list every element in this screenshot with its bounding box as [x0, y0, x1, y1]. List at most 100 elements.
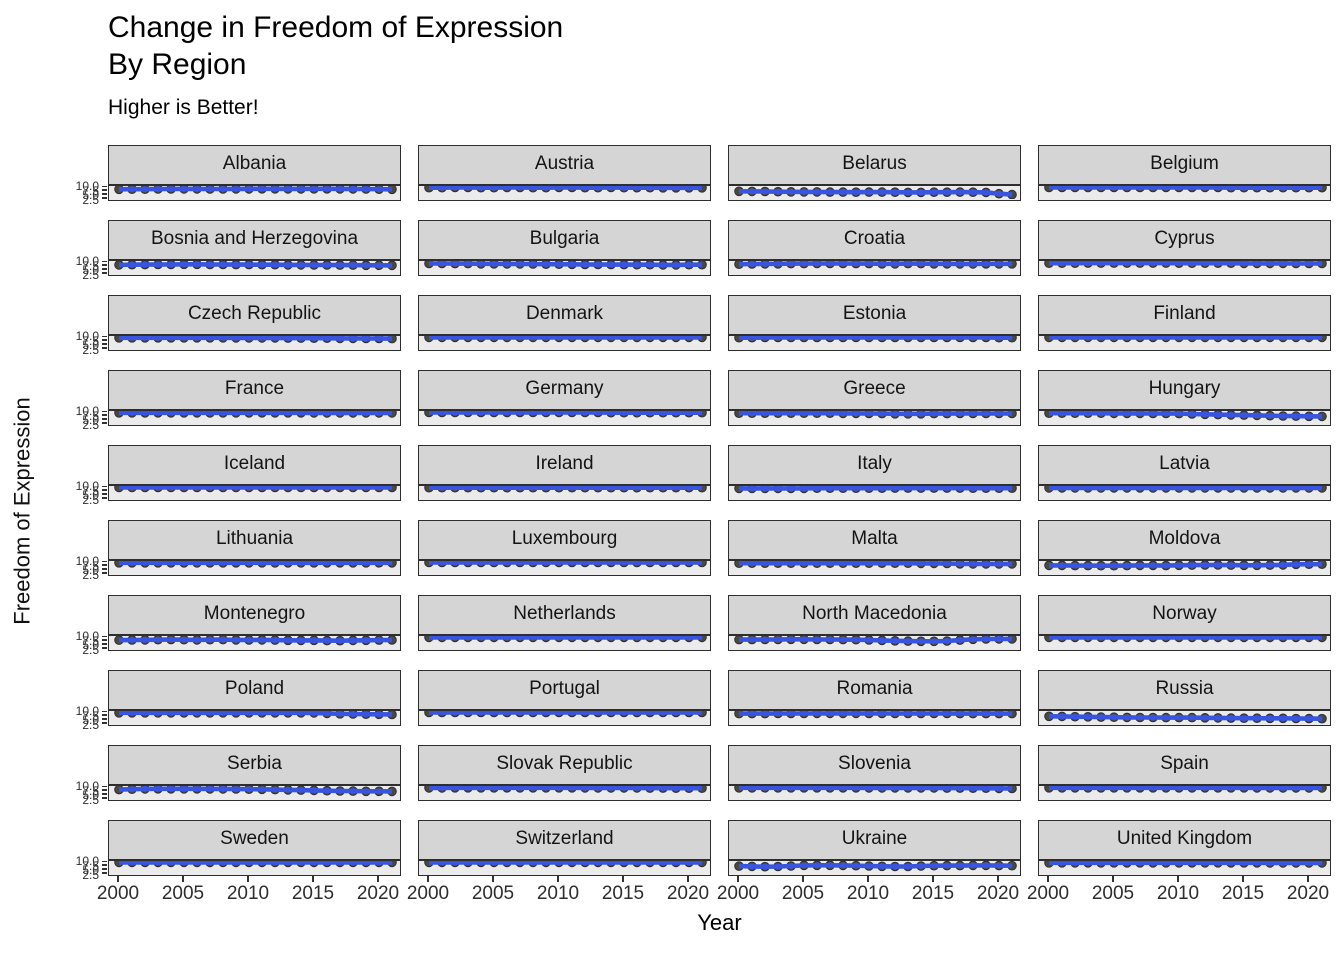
facet-panel: Sweden [108, 820, 401, 876]
y-axis-gutter: 10.0 7.5 5.0 2.5 [64, 745, 108, 806]
y-tick-label: 10.0 [75, 254, 99, 268]
facet-panel: Belgium [1038, 145, 1331, 201]
x-tick-label: 2015 [1221, 883, 1265, 904]
facet-series-plot [424, 186, 707, 193]
y-tick-mark [101, 185, 107, 188]
facet-series-plot [114, 861, 397, 868]
facet-strip-label: Estonia [728, 295, 1021, 335]
y-tick-labels: 10.0 7.5 5.0 2.5 [65, 330, 99, 356]
x-tick-label: 2000 [1026, 883, 1070, 904]
y-tick-label: 10.0 [75, 479, 99, 493]
y-tick-label: 5.0 [82, 713, 99, 727]
x-tick-label: 2005 [161, 883, 205, 904]
x-axis-column: 2000 2005 2010 2015 2020 [1027, 876, 1331, 906]
facet-plot-area [108, 410, 401, 426]
facet-series-plot [424, 711, 707, 718]
y-axis-gutter: 10.0 7.5 5.0 2.5 [64, 595, 108, 656]
facet-plot-area [108, 635, 401, 651]
facet-series-plot [114, 486, 397, 493]
x-tick-mark [737, 876, 739, 882]
x-tick-label: 2015 [911, 883, 955, 904]
y-tick-mark [101, 422, 107, 424]
facet-plot-area [1038, 785, 1331, 801]
facet-panel: Italy [728, 445, 1021, 501]
facet-panel: Malta [728, 520, 1021, 576]
facet-series-plot [734, 561, 1017, 569]
y-axis-gutter: 10.0 7.5 5.0 2.5 [64, 145, 108, 206]
y-tick-labels: 10.0 7.5 5.0 2.5 [65, 780, 99, 806]
facet-strip-label: Ireland [418, 445, 711, 485]
y-tick-label: 7.5 [82, 858, 99, 873]
y-tick-label: 10.0 [75, 404, 99, 418]
y-tick-labels: 10.0 7.5 5.0 2.5 [65, 180, 99, 206]
facet-series-plot [424, 411, 707, 418]
y-tick-marks [101, 485, 108, 501]
y-tick-mark [101, 572, 107, 574]
facet-plot-area [418, 860, 711, 876]
facet-plot-area [108, 260, 401, 276]
facet-plot-area [728, 410, 1021, 426]
facet-strip-label: France [108, 370, 401, 410]
facet-strip-label: Poland [108, 670, 401, 710]
facet-panel: Netherlands [418, 595, 711, 651]
y-tick-mark [101, 639, 107, 641]
facet-plot-area [418, 785, 711, 801]
y-tick-marks [101, 560, 108, 576]
y-tick-labels: 10.0 7.5 5.0 2.5 [65, 555, 99, 581]
facet-series-plot [734, 861, 1017, 872]
facet-strip-label: Russia [1038, 670, 1331, 710]
y-tick-mark [101, 643, 107, 645]
facet-row: 10.0 7.5 5.0 2.5 Sweden Switzerland Ukraine Uni… [64, 820, 1331, 881]
facet-row: 10.0 7.5 5.0 2.5 Lithuania Luxembourg Malta Mol… [64, 520, 1331, 581]
y-tick-marks [101, 410, 108, 426]
facet-plot-area [1038, 635, 1331, 651]
facet-panel: Hungary [1038, 370, 1331, 426]
y-tick-label: 2.5 [82, 717, 99, 732]
facet-panel: Luxembourg [418, 520, 711, 576]
y-tick-label: 5.0 [82, 188, 99, 202]
facet-series-plot [424, 861, 707, 868]
facet-plot-area [1038, 185, 1331, 201]
x-tick-mark [687, 876, 689, 882]
facet-plot-area [728, 335, 1021, 351]
y-tick-mark [101, 339, 107, 341]
x-tick-label: 2010 [1156, 883, 1200, 904]
y-tick-label: 5.0 [82, 338, 99, 352]
y-tick-mark [101, 414, 107, 416]
y-tick-marks [101, 335, 108, 351]
y-tick-labels: 10.0 7.5 5.0 2.5 [65, 855, 99, 881]
facet-panel: Germany [418, 370, 711, 426]
y-tick-labels: 10.0 7.5 5.0 2.5 [65, 480, 99, 506]
x-tick-label: 2010 [226, 883, 270, 904]
facet-series-plot [114, 786, 397, 797]
y-tick-label: 7.5 [82, 483, 99, 498]
facet-panel: United Kingdom [1038, 820, 1331, 876]
facet-series-plot [1044, 186, 1327, 193]
y-tick-marks [101, 785, 108, 801]
x-tick-mark [802, 876, 804, 882]
y-tick-label: 10.0 [75, 629, 99, 643]
y-tick-mark [101, 418, 107, 420]
y-tick-label: 7.5 [82, 183, 99, 198]
facet-grid: 10.0 7.5 5.0 2.5 Albania Austria Belarus Belgiu… [64, 145, 1331, 895]
facet-strip-label: Czech Republic [108, 295, 401, 335]
facet-strip-label: Albania [108, 145, 401, 185]
facet-strip-label: Netherlands [418, 595, 711, 635]
facet-panel: Spain [1038, 745, 1331, 801]
facet-plot-area [1038, 560, 1331, 576]
facet-series-plot [1044, 411, 1327, 422]
y-tick-mark [101, 797, 107, 799]
y-tick-mark [101, 710, 107, 713]
x-tick-label: 2010 [536, 883, 580, 904]
facet-plot-area [418, 560, 711, 576]
y-tick-mark [101, 647, 107, 649]
y-axis-title: Freedom of Expression [8, 145, 38, 876]
y-tick-labels: 10.0 7.5 5.0 2.5 [65, 255, 99, 281]
y-tick-label: 10.0 [75, 704, 99, 718]
facet-panel: Moldova [1038, 520, 1331, 576]
facet-panel: Romania [728, 670, 1021, 726]
facet-strip-label: Belarus [728, 145, 1021, 185]
facet-row: 10.0 7.5 5.0 2.5 Czech Republic Denmark Estoni… [64, 295, 1331, 356]
facet-series-plot [734, 336, 1017, 343]
facet-strip-label: Switzerland [418, 820, 711, 860]
